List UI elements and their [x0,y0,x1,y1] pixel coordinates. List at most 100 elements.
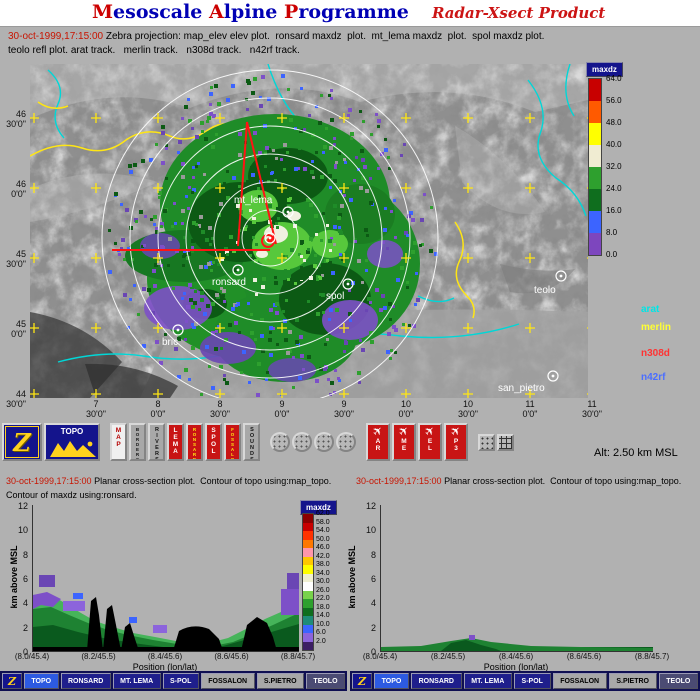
zebra-bar-logo[interactable]: Z [2,673,22,689]
header-line-1: 30-oct-1999,17:15:00 Zebra projection: m… [8,31,545,42]
colorbar-segment [303,616,313,625]
round-button-4[interactable] [336,432,356,452]
left-xsect-xaxis: (8.0/45.4) (8.2/45.5) (8.4/45.6) (8.6/45.6)… [15,652,315,662]
bar-button-label: RONSARD [67,677,104,685]
colorbar-segment [303,633,313,642]
aircraft-track-legend: arat merlin n308d n42rf [641,300,699,392]
colorbar-label: 62.0 [316,510,330,517]
fossalon-radar-button[interactable]: FOSSALON [224,423,241,461]
mt-lema-tab[interactable]: MT. LEMA [463,673,512,689]
colorbar-segment [303,548,313,557]
right-xsect-ylabel: km above MSL [347,545,357,609]
y-tick-label: 12 [17,501,28,511]
right-xsect-xaxis: (8.0/45.4) (8.2/45.5) (8.4/45.6) (8.6/45.6)… [363,652,669,662]
spietro-tab[interactable]: S.PIETRO [608,673,657,689]
dots-grid-button[interactable] [478,433,495,451]
colorbar-labels: 64.0 56.0 48.0 40.0 32.0 24.0 16.0 8.0 0.0 [606,74,636,278]
zebra-logo-button[interactable]: Z [2,423,42,461]
map-x-tick-label: 9 0'0" [274,399,290,419]
colorbar-label: 40.0 [606,140,622,149]
left-xsect-yaxis: 12 10 8 6 4 2 0 [14,501,28,657]
p3-aircraft-button[interactable]: ✈ P3 [444,423,468,461]
y-tick-label: 0 [22,646,28,657]
bar-button-label: TOPO [31,677,52,685]
spietro-tab[interactable]: S.PIETRO [256,673,305,689]
f ossalon-tab[interactable]: FOSSALON [552,673,607,689]
spol-radar-button[interactable]: SPOL [205,423,222,461]
mountains-icon [50,441,96,457]
bar-button-label: TEOLO [666,677,691,685]
bar-button-label: TEOLO [313,677,338,685]
ronsard-radar-button[interactable]: RONSARD [186,423,203,461]
borders-layer-button[interactable]: BORDERS [129,423,146,461]
site-marker-mt_lema: mt_lema [234,195,294,218]
merlin-aircraft-button[interactable]: ✈ ME [392,423,416,461]
colorbar-label: 18.0 [316,603,330,611]
colorbar-label: 6.0 [316,629,326,636]
site-label: san_pietro [498,383,545,394]
vertical-label: RONSARD [192,427,197,461]
colorbar-segment [303,599,313,608]
border-lines-layer [30,101,475,319]
ronsard-tab[interactable]: RONSARD [60,673,111,689]
colorbar-title: maxdz [300,500,337,515]
y-tick-label: 6 [370,573,376,584]
teolo-tab[interactable]: TEOLO [658,673,699,689]
topo-tab[interactable]: TOPO [374,673,409,689]
map-x-tick-label: 8 0'0" [150,399,166,419]
lema-radar-button[interactable]: LEMA [167,423,184,461]
bar-button-label: TOPO [381,677,402,685]
colorbar-segment [589,79,601,101]
spol-tab[interactable]: S-POL [162,673,199,689]
colorbar-label: 34.0 [316,569,330,577]
xsect-maxdz-colorbar: maxdz 62.0 58.0 54.0 50.0 46.0 42.0 38.0 34.0 30… [300,500,344,658]
x-tick-label: (8.2/45.5) [430,652,466,661]
x-tick-label: (8.6/45.6) [566,652,602,661]
sounds-button[interactable]: SOUNDS [243,423,260,461]
colorbar-segment [303,582,313,591]
arat-aircraft-button[interactable]: ✈ AR [366,423,390,461]
colorbar-label: 46.0 [316,544,330,551]
title-cap: M [92,1,114,23]
f ossalon-tab[interactable]: FOSSALON [200,673,255,689]
site-label: ronsard [212,277,246,288]
map-x-tick-label: 9 30'0" [334,399,354,419]
flight-tracks [112,121,277,251]
round-button-2[interactable] [292,432,312,452]
left-cross-section-plot[interactable] [32,505,299,652]
electra-aircraft-button[interactable]: ✈ EL [418,423,442,461]
zebra-bar-logo[interactable]: Z [352,673,372,689]
x-tick-label: (8.8/45.7) [280,652,316,661]
round-button-3[interactable] [314,432,334,452]
round-button-1[interactable] [270,432,290,452]
track-legend-item: n42rf [641,372,666,383]
topo-tab[interactable]: TOPO [24,673,59,689]
colorbar-label: 64.0 [606,74,622,83]
right-xsect-header: 30-oct-1999,17:15:00 Planar cross-sectio… [356,476,682,486]
site-label: bric [162,337,178,348]
colorbar-label: 2.0 [316,637,326,645]
ronsard-tab[interactable]: RONSARD [410,673,462,689]
mt-lema-tab[interactable]: MT. LEMA [112,673,161,689]
cross-section-origin-marker [267,237,273,243]
title-bar: Mesoscale Alpine Programme Radar-Xsect P… [0,0,700,27]
table-grid-button[interactable] [497,433,514,451]
colorbar-swatches [302,513,314,651]
spol-tab[interactable]: S-POL [513,673,551,689]
colorbar-segment [589,233,601,255]
bar-button-label: FOSSALON [560,677,600,685]
right-cross-section-plot[interactable] [380,505,653,652]
teolo-tab[interactable]: TEOLO [306,673,345,689]
colorbar-label: 58.0 [316,518,330,526]
topo-button[interactable]: TOPO [44,423,100,461]
app-title: Mesoscale Alpine Programme [92,1,409,23]
rivers-layer-button[interactable]: RIVERS [148,423,165,461]
colorbar-segment [303,531,313,540]
colorbar-segment [589,145,601,167]
y-tick-label: 8 [22,549,28,560]
colorbar-segment [303,539,313,548]
left-xsect-header: 30-oct-1999,17:15:00 Planar cross-sectio… [6,476,332,500]
y-tick-label: 10 [365,525,376,536]
map-layer-button[interactable]: MAP [110,423,127,461]
